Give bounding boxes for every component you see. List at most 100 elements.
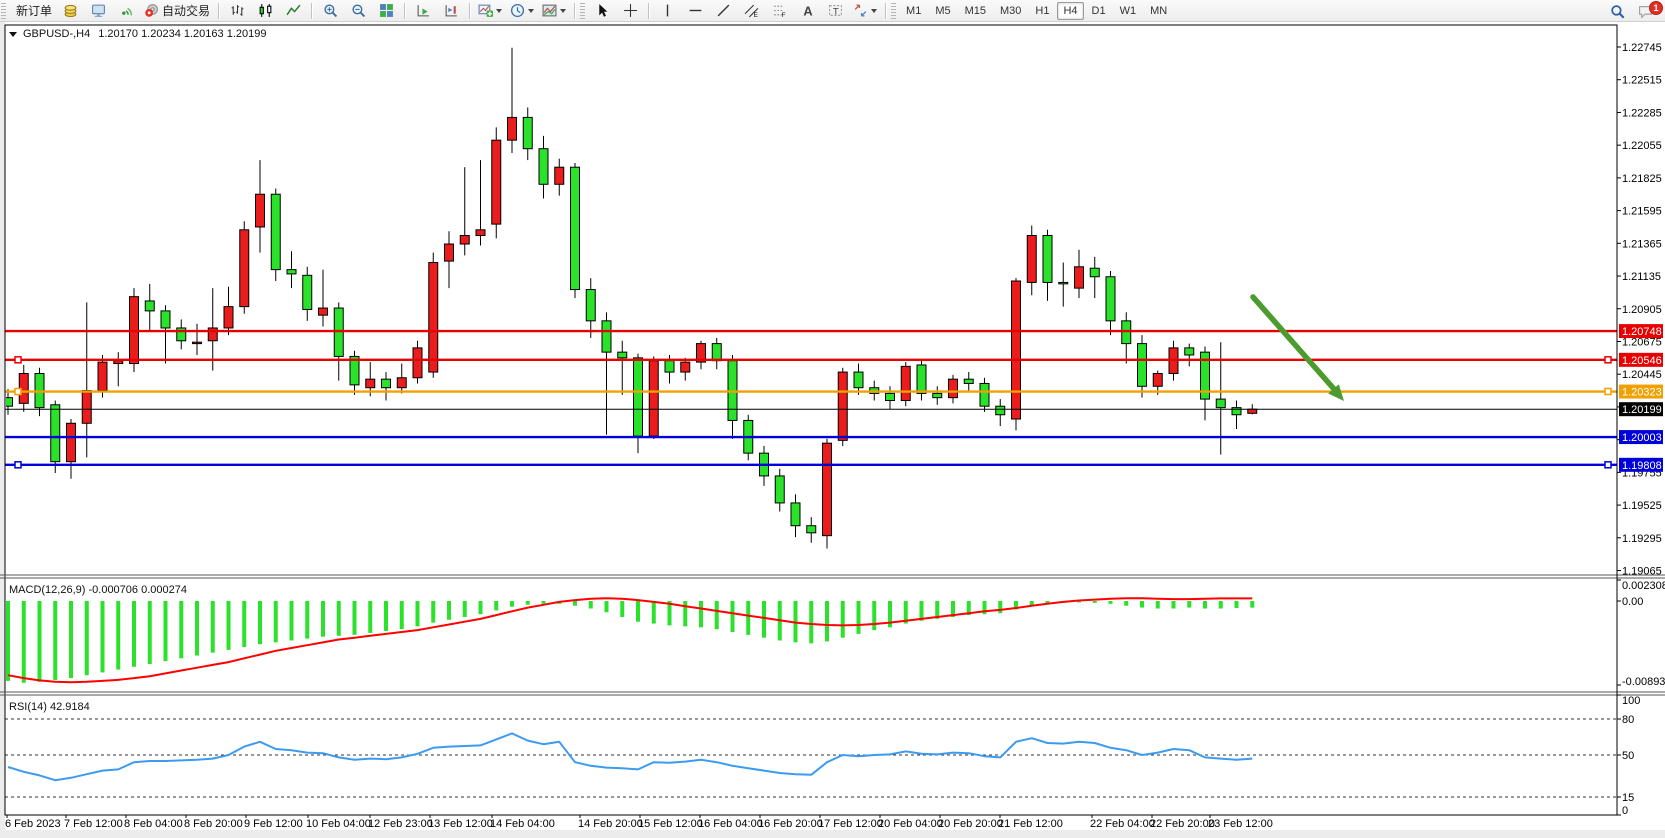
trendline-button[interactable] — [710, 0, 736, 22]
timeframe-button-h1[interactable]: H1 — [1035, 4, 1050, 17]
candle-bear — [995, 405, 1006, 416]
chevron-down-icon[interactable] — [560, 8, 567, 13]
bar-chart-button[interactable] — [224, 0, 250, 22]
timeframe-button-mn[interactable]: MN — [1150, 4, 1168, 17]
macd-histogram-bar — [415, 601, 420, 627]
svg-text:1.22285: 1.22285 — [1622, 107, 1662, 119]
toolbar-gripper[interactable] — [580, 2, 586, 19]
chevron-down-icon[interactable] — [871, 8, 878, 13]
svg-text:23 Feb 12:00: 23 Feb 12:00 — [1208, 818, 1273, 830]
svg-text:50: 50 — [1622, 750, 1634, 762]
auto-scroll-button[interactable] — [410, 0, 436, 22]
timeframe-button-m1[interactable]: M1 — [906, 4, 922, 17]
timeframe-button-h4[interactable]: H4 — [1057, 1, 1084, 20]
signals-button[interactable] — [113, 0, 139, 22]
zoom-in-button[interactable] — [317, 0, 343, 22]
terminal-button[interactable] — [85, 0, 111, 22]
history-center-button[interactable] — [57, 0, 83, 22]
crosshair-button[interactable] — [617, 0, 643, 22]
line-chart-button[interactable] — [280, 0, 306, 22]
macd-histogram-bar — [951, 601, 955, 617]
macd-histogram-bar — [1218, 601, 1223, 609]
candle-bear — [160, 310, 171, 329]
auto-trading-button[interactable]: 自动交易 — [141, 0, 213, 22]
macd-histogram-bar — [53, 601, 58, 680]
svg-text:8 Feb 04:00: 8 Feb 04:00 — [124, 818, 183, 830]
fibonacci-button[interactable]: F — [766, 0, 792, 22]
candle-bear — [1042, 234, 1053, 283]
zoom-out-button[interactable] — [345, 0, 371, 22]
arrows-button[interactable] — [850, 0, 880, 22]
candle-bear — [979, 382, 990, 407]
timeframe-button-m5[interactable]: M5 — [935, 4, 951, 17]
candle-bull — [900, 365, 911, 402]
candle-bull — [475, 229, 486, 236]
svg-text:0.002308: 0.002308 — [1622, 580, 1665, 592]
text-label-button[interactable]: T — [822, 0, 848, 22]
macd-histogram-bar — [84, 601, 89, 676]
macd-histogram-bar — [462, 601, 467, 617]
svg-text:20 Feb 04:00: 20 Feb 04:00 — [878, 818, 943, 830]
toolbar-gripper[interactable] — [891, 2, 897, 19]
cursor-button[interactable] — [589, 0, 615, 22]
auto-trading-button-label: 自动交易 — [162, 4, 211, 18]
svg-text:6 Feb 2023: 6 Feb 2023 — [5, 818, 61, 830]
line-handle[interactable] — [1604, 387, 1612, 396]
line-handle[interactable] — [1604, 356, 1612, 364]
chevron-down-icon[interactable] — [528, 8, 535, 13]
candle-bear — [270, 193, 281, 271]
candlestick-chart-button[interactable] — [252, 0, 278, 22]
periods-button[interactable] — [507, 0, 537, 22]
vertical-line-button[interactable] — [654, 0, 680, 22]
annotation-arrow[interactable] — [1250, 294, 1344, 401]
svg-text:1.20675: 1.20675 — [1622, 336, 1662, 348]
macd-histogram-bar — [746, 601, 751, 635]
toolbar-gripper[interactable] — [1, 2, 6, 19]
new-order-button[interactable]: 新订单 — [10, 0, 55, 22]
candle-bull — [412, 347, 423, 379]
horizontal-line-button[interactable] — [682, 0, 708, 22]
channel-icon: E — [744, 3, 759, 18]
line-handle[interactable] — [14, 387, 22, 396]
svg-text:8 Feb 20:00: 8 Feb 20:00 — [184, 818, 243, 830]
price-badge-1.20748: 1.20748 — [1619, 324, 1663, 339]
chart-shift-button[interactable] — [438, 0, 464, 22]
macd-histogram-bar — [147, 601, 152, 664]
toolbar-separator — [218, 2, 220, 19]
chevron-down-icon[interactable] — [496, 8, 503, 13]
macd-histogram-bar — [226, 601, 231, 650]
macd-histogram-bar — [888, 601, 892, 628]
macd-pane — [6, 597, 1255, 684]
timeframe-button-w1[interactable]: W1 — [1119, 4, 1137, 17]
svg-text:22 Feb 20:00: 22 Feb 20:00 — [1150, 818, 1215, 830]
text-button[interactable]: A — [794, 0, 820, 22]
timeframe-button-d1[interactable]: D1 — [1091, 4, 1106, 17]
new-chart-button[interactable] — [475, 0, 505, 22]
candle-bear — [916, 364, 927, 394]
equidistant-channel-button[interactable]: E — [738, 0, 764, 22]
line-handle[interactable] — [14, 356, 22, 364]
toolbar-right-group: 1 — [1603, 0, 1663, 22]
svg-text:15: 15 — [1622, 792, 1634, 804]
chart-canvas[interactable]: 1.22745 1.22515 1.22285 1.22055 1.21825 1.215… — [0, 22, 1665, 838]
templates-button[interactable] — [539, 0, 569, 22]
rsi-axis-labels: 100 80 50 150 — [1617, 694, 1640, 817]
notifications-button[interactable]: 1 — [1632, 0, 1663, 22]
candle-bear — [885, 392, 895, 402]
macd-histogram-bar — [604, 601, 609, 613]
svg-text:T: T — [832, 6, 838, 17]
search-button[interactable] — [1604, 0, 1630, 22]
toolbar: 新订单 自动交易 E F A T M1 M5 M15 M30 H1 H4 D1 W1 MN 1 — [0, 0, 1665, 22]
svg-text:0: 0 — [1622, 805, 1628, 817]
monitor-icon — [91, 3, 106, 18]
tile-windows-button[interactable] — [373, 0, 399, 22]
candle-bull — [97, 361, 108, 392]
timeframe-button-m15[interactable]: M15 — [964, 4, 986, 17]
macd-histogram-bar — [903, 601, 908, 624]
line-handle[interactable] — [1604, 461, 1612, 469]
macd-histogram-bar — [399, 601, 404, 630]
svg-text:A: A — [803, 3, 812, 18]
auto-trading-icon — [144, 3, 159, 18]
line-handle[interactable] — [14, 461, 22, 469]
timeframe-button-m30[interactable]: M30 — [1000, 4, 1022, 17]
